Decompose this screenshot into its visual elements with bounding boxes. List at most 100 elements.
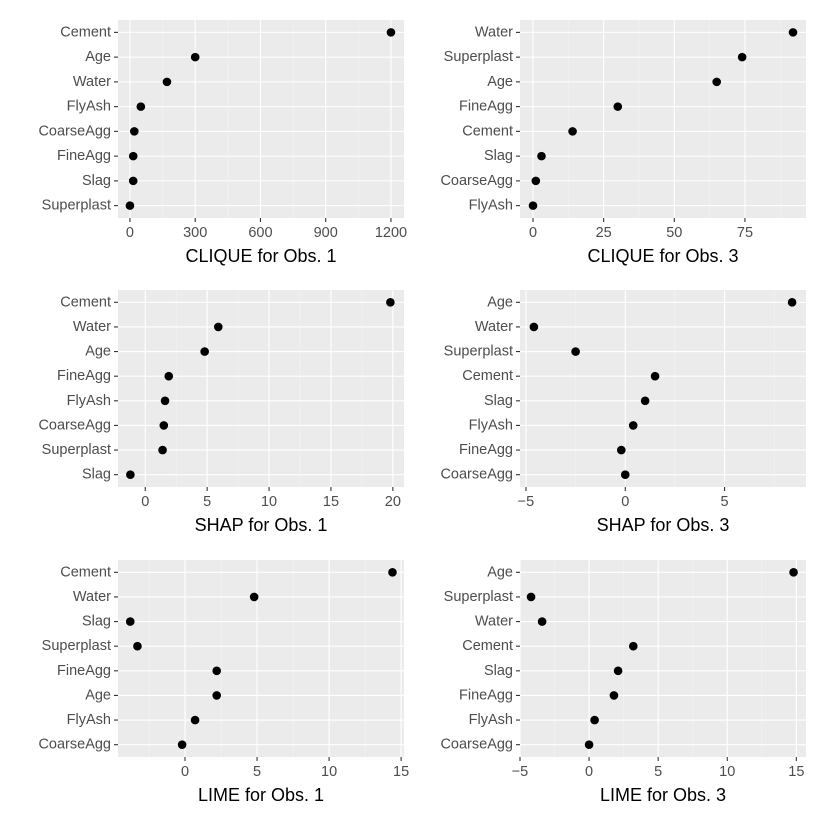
data-point-age (190, 52, 200, 62)
x-tick-label: 5 (721, 494, 729, 510)
data-point-superplast (526, 592, 536, 602)
x-tick-label: 300 (183, 225, 207, 241)
y-tick-label: FlyAsh (469, 417, 513, 433)
data-point-cement (650, 371, 660, 381)
y-tick-label: Cement (60, 564, 111, 580)
x-tick-label: 5 (203, 494, 211, 510)
y-tick-label: Cement (462, 123, 513, 139)
x-tick-label: 900 (314, 225, 338, 241)
y-tick-label: Superplast (444, 49, 513, 65)
x-tick-label: 5 (654, 764, 662, 780)
x-axis-title: LIME for Obs. 3 (600, 785, 726, 805)
data-point-slag (537, 151, 546, 161)
data-point-fineagg (609, 691, 619, 700)
panel-background (520, 20, 806, 218)
data-point-superplast (133, 641, 142, 651)
data-point-coarseagg (531, 176, 541, 186)
data-point-cement (386, 28, 396, 37)
data-point-coarseagg (130, 127, 139, 136)
data-point-age (787, 298, 797, 307)
y-tick-label: Cement (60, 24, 111, 40)
panel-background (520, 560, 806, 757)
y-tick-label: Age (85, 344, 111, 360)
y-tick-label: Superplast (444, 589, 513, 605)
chart-panel-1: Cement Age Water FlyAsh CoarseAgg FineAgg Slag… (38, 20, 407, 266)
y-tick-label: FineAgg (459, 99, 513, 115)
y-tick-label: FineAgg (57, 148, 111, 164)
data-point-fineagg (212, 666, 221, 676)
chart-panel-5: Cement Water Slag Superplast FineAgg Age FlyAs… (38, 560, 409, 805)
y-tick-label: Superplast (42, 638, 111, 654)
data-point-water (537, 617, 547, 626)
data-point-water (788, 28, 798, 37)
x-tick-label: −5 (512, 764, 529, 780)
y-tick-label: Water (73, 74, 111, 90)
y-tick-label: Cement (462, 638, 513, 654)
x-tick-label: 600 (248, 225, 272, 241)
data-point-water (249, 592, 259, 602)
y-tick-label: Cement (60, 294, 111, 310)
x-axis-title: CLIQUE for Obs. 3 (587, 246, 738, 266)
data-point-superplast (125, 201, 135, 210)
y-tick-label: Slag (484, 663, 513, 679)
y-tick-label: FlyAsh (67, 99, 111, 115)
x-tick-label: −5 (518, 494, 535, 510)
y-tick-label: CoarseAgg (38, 737, 111, 753)
data-point-slag (126, 470, 135, 479)
data-point-flyash (190, 715, 200, 725)
y-tick-label: FineAgg (459, 442, 513, 458)
data-point-water (162, 77, 172, 87)
y-tick-label: Water (475, 319, 513, 335)
x-tick-label: 15 (788, 764, 804, 780)
y-tick-label: FlyAsh (67, 712, 111, 728)
y-tick-label: Age (487, 74, 513, 90)
y-tick-label: Slag (82, 173, 111, 189)
data-point-coarseagg (620, 470, 630, 479)
y-tick-label: Water (73, 589, 111, 605)
data-point-coarseagg (584, 740, 594, 749)
y-tick-label: FineAgg (459, 687, 513, 703)
y-tick-label: FineAgg (57, 368, 111, 384)
data-point-slag (613, 666, 623, 676)
y-tick-label: Water (73, 319, 111, 335)
data-point-superplast (571, 347, 580, 356)
y-tick-label: Slag (484, 393, 513, 409)
data-point-superplast (737, 52, 747, 62)
data-point-water (529, 322, 539, 332)
x-axis-title: SHAP for Obs. 1 (195, 515, 328, 535)
chart-panel-2: Water Superplast Age FineAgg Cement Slag Coars… (440, 20, 806, 266)
y-tick-label: FlyAsh (469, 198, 513, 214)
x-tick-label: 10 (261, 494, 277, 510)
y-tick-label: FineAgg (57, 663, 111, 679)
data-point-fineagg (164, 371, 174, 381)
y-tick-label: CoarseAgg (440, 173, 513, 189)
data-point-flyash (528, 201, 538, 210)
y-tick-label: Slag (82, 467, 111, 483)
data-point-fineagg (616, 445, 626, 455)
x-tick-label: 1200 (375, 225, 407, 241)
panel-background (118, 290, 404, 487)
data-point-slag (128, 176, 138, 186)
data-point-water (213, 322, 223, 332)
x-tick-label: 10 (719, 764, 735, 780)
y-tick-label: CoarseAgg (38, 123, 111, 139)
y-tick-label: Cement (462, 368, 513, 384)
data-point-fineagg (128, 151, 138, 161)
chart-panel-3: Cement Water Age FineAgg FlyAsh CoarseAgg Supe… (38, 290, 404, 535)
data-point-age (200, 347, 209, 356)
y-tick-label: Age (85, 49, 111, 65)
y-tick-label: FlyAsh (469, 712, 513, 728)
x-tick-label: 10 (321, 764, 337, 780)
data-point-age (712, 77, 721, 87)
y-tick-label: Superplast (42, 198, 111, 214)
data-point-flyash (160, 396, 170, 406)
x-axis-title: SHAP for Obs. 3 (597, 515, 730, 535)
data-point-slag (125, 617, 135, 626)
data-point-flyash (628, 421, 638, 430)
data-point-cement (568, 127, 577, 136)
y-tick-label: CoarseAgg (440, 467, 513, 483)
x-tick-label: 0 (126, 225, 134, 241)
data-point-coarseagg (159, 421, 169, 430)
x-tick-label: 0 (529, 225, 537, 241)
